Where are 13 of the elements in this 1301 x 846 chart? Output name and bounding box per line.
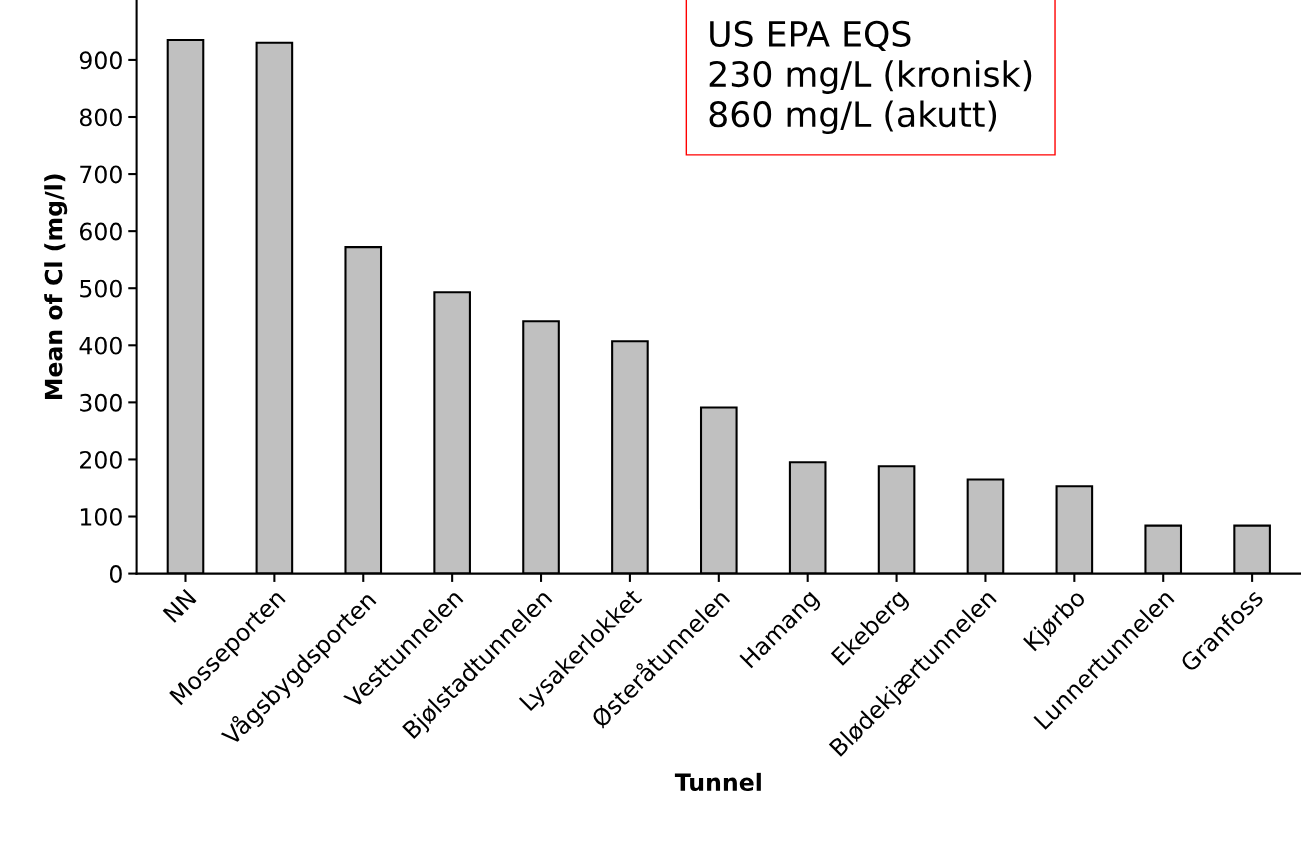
y-tick-label: 400	[79, 336, 122, 355]
annotation: US EPA EQS 230 mg/L (kronisk) 860 mg/L (akutt)	[709, 20, 1032, 135]
y-tick-label: 900	[79, 51, 122, 70]
y-tick-label: 600	[79, 222, 122, 241]
y-tick-label: 700	[80, 165, 122, 184]
y-tick-label: 0	[109, 565, 122, 583]
y-axis-title: Mean of Cl (mg/l)	[44, 174, 68, 399]
y-tick-label: 500	[80, 279, 122, 298]
x-axis-title: Tunnel	[674, 772, 761, 792]
y-tick-label: 100	[80, 507, 122, 526]
y-tick-label: 800	[79, 108, 122, 127]
y-tick-label: 300	[80, 393, 122, 412]
y-tick-label: 200	[80, 450, 122, 469]
